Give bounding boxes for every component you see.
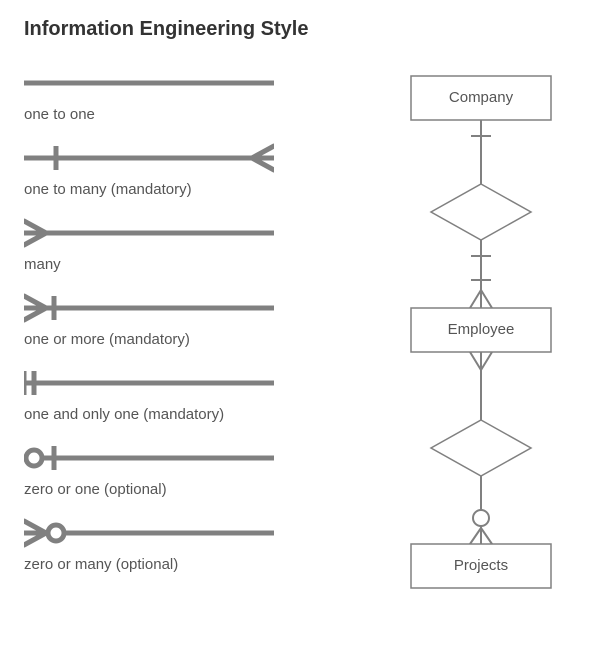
legend-label: one to one <box>24 106 324 123</box>
page-title: Information Engineering Style <box>24 18 308 41</box>
legend-item-zero-or-many-optional: zero or many (optional) <box>24 516 324 573</box>
legend-item-one-and-only-one-mandatory: one and only one (mandatory) <box>24 366 324 423</box>
legend-label: zero or one (optional) <box>24 481 324 498</box>
legend-line-one-or-more-mandatory <box>24 291 274 325</box>
node-label: Company <box>449 89 514 106</box>
legend-label: many <box>24 256 324 273</box>
legend-item-one-or-more-mandatory: one or more (mandatory) <box>24 291 324 348</box>
node-label: Projects <box>454 557 508 574</box>
er-diagram: Company Employee Projects <box>386 72 576 632</box>
legend-item-one-to-one: one to one <box>24 66 324 123</box>
legend-item-one-to-many-mandatory: one to many (mandatory) <box>24 141 324 198</box>
legend-line-zero-or-one-optional <box>24 441 274 475</box>
legend-line-many <box>24 216 274 250</box>
legend-item-zero-or-one-optional: zero or one (optional) <box>24 441 324 498</box>
node-rel2 <box>431 420 531 476</box>
legend-label: one and only one (mandatory) <box>24 406 324 423</box>
legend-line-one-and-only-one-mandatory <box>24 366 274 400</box>
legend-label: zero or many (optional) <box>24 556 324 573</box>
node-label: Employee <box>448 321 515 338</box>
legend-item-many: many <box>24 216 324 273</box>
legend-label: one or more (mandatory) <box>24 331 324 348</box>
node-rel1 <box>431 184 531 240</box>
legend-label: one to many (mandatory) <box>24 181 324 198</box>
legend-line-one-to-one <box>24 66 274 100</box>
legend-panel: one to one one to many (mandatory) many one… <box>24 66 324 591</box>
legend-line-one-to-many-mandatory <box>24 141 274 175</box>
page-root: Information Engineering Style one to one… <box>0 0 600 657</box>
legend-line-zero-or-many-optional <box>24 516 274 550</box>
